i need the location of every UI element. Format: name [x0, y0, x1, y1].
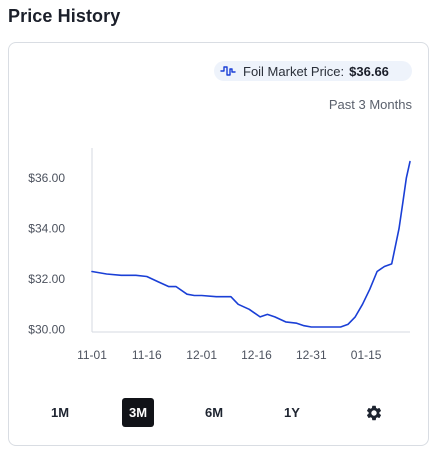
- x-tick-label: 01-15: [351, 348, 382, 362]
- x-tick-label: 12-31: [296, 348, 327, 362]
- range-button-6m[interactable]: 6M: [204, 405, 224, 420]
- y-tick-label: $34.00: [28, 222, 65, 236]
- y-tick-label: $30.00: [28, 322, 65, 336]
- range-button-1y[interactable]: 1Y: [284, 405, 300, 420]
- range-button-1m[interactable]: 1M: [50, 405, 70, 420]
- market-price-label: Foil Market Price:: [243, 63, 345, 79]
- range-button-3m[interactable]: 3M: [122, 398, 154, 427]
- x-tick-label: 11-16: [132, 348, 162, 362]
- price-series-line: [91, 160, 411, 328]
- market-price-value: $36.66: [349, 63, 389, 79]
- range-label: Past 3 Months: [328, 97, 412, 112]
- section-title: Price History: [8, 6, 121, 26]
- price-history-card: [8, 42, 429, 446]
- x-tick-label: 12-16: [241, 348, 272, 362]
- y-tick-label: $32.00: [28, 272, 65, 286]
- step-line-chart-icon: [220, 64, 236, 78]
- market-price-badge: Foil Market Price: $36.66: [214, 61, 412, 81]
- settings-button[interactable]: [363, 402, 385, 424]
- x-tick-label: 11-01: [77, 348, 107, 362]
- gear-icon: [366, 405, 382, 421]
- y-tick-label: $36.00: [28, 171, 65, 185]
- x-tick-label: 12-01: [186, 348, 217, 362]
